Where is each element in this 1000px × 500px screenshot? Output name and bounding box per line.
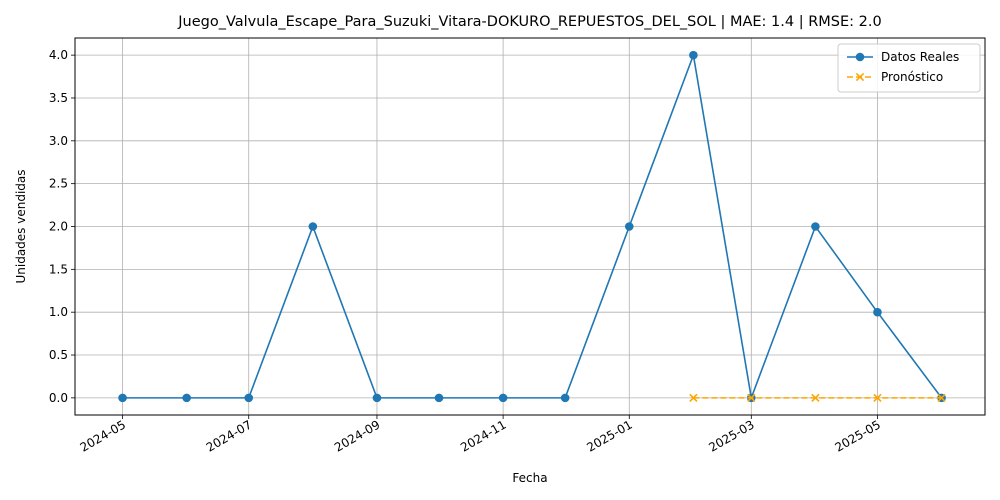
data-point [747, 393, 756, 403]
data-point [811, 222, 820, 231]
x-axis-ticks: 2024-05 2024-07 2024-09 2024-11 2025-01 2025-… [78, 415, 883, 455]
y-tick-label: 1.5 [49, 262, 68, 276]
legend-marker [855, 52, 865, 62]
legend: Datos Reales Pronóstico [837, 43, 981, 93]
data-point [873, 307, 882, 317]
x-tick-label: 2024-11 [458, 417, 508, 454]
legend-box [837, 43, 981, 93]
x-axis-label: Fecha [512, 471, 547, 485]
chart-title: Juego_Valvula_Escape_Para_Suzuki_Vitara-… [177, 14, 881, 30]
y-axis-label: Unidades vendidas [14, 169, 28, 283]
legend-marker [855, 72, 865, 82]
data-point [434, 393, 444, 403]
data-point [937, 393, 946, 403]
data-point [624, 222, 634, 231]
y-tick-label: 3.0 [49, 134, 68, 148]
legend-label: Pronóstico [881, 70, 943, 84]
x-tick-label: 2025-03 [706, 417, 756, 454]
x-tick-label: 2024-05 [78, 417, 128, 454]
data-point [498, 393, 508, 403]
data-point [308, 222, 318, 231]
series-pronostico [689, 393, 946, 403]
data-point [689, 393, 698, 403]
data-point [244, 393, 254, 403]
y-tick-label: 0.0 [49, 391, 68, 405]
series-layer [118, 50, 946, 403]
x-tick-label: 2025-05 [833, 417, 883, 454]
y-tick-label: 3.5 [49, 91, 68, 105]
x-tick-label: 2024-07 [204, 417, 254, 454]
data-point [560, 393, 570, 403]
y-tick-label: 2.0 [49, 220, 68, 234]
y-axis-ticks: 0.0 0.5 1.0 1.5 2.0 2.5 3.0 3.5 4.0 [49, 48, 75, 405]
data-point [811, 393, 820, 403]
series-line [122, 52, 943, 401]
y-tick-label: 2.5 [49, 177, 68, 191]
grid [75, 38, 985, 415]
y-tick-label: 4.0 [49, 48, 68, 62]
x-tick-label: 2025-01 [584, 417, 634, 454]
data-point [182, 393, 191, 403]
data-point [118, 393, 127, 403]
legend-label: Datos Reales [881, 50, 959, 64]
data-point [689, 50, 698, 60]
y-tick-label: 0.5 [49, 348, 68, 362]
x-tick-label: 2024-09 [332, 417, 382, 454]
data-point [873, 393, 882, 403]
y-tick-label: 1.0 [49, 305, 68, 319]
data-point [372, 393, 382, 403]
